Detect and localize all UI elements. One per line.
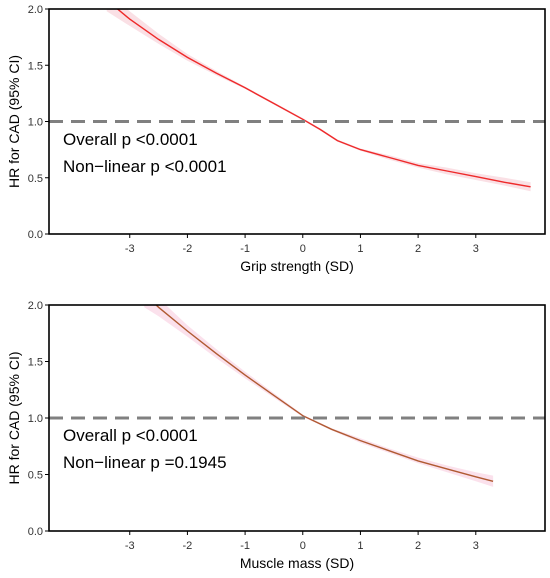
- x-tick-label: 2: [415, 243, 421, 255]
- annotation-text: Overall p <0.0001: [63, 426, 198, 445]
- x-tick-label: -1: [240, 540, 250, 552]
- chart-panel-2: 0.0 0.5 1.0 1.5 2.0 -3 -2 -1 0 1 2 3 Muscle mass (SD…: [6, 300, 546, 571]
- y-tick-label: 0.5: [28, 173, 43, 185]
- plot-area: [144, 305, 494, 487]
- annotation-text: Non−linear p =0.1945: [63, 453, 227, 472]
- x-tick-label: 2: [415, 540, 421, 552]
- hazard-ratio-curve: [116, 9, 531, 188]
- x-tick-label: 3: [473, 540, 479, 552]
- y-tick-label: 0.5: [28, 470, 43, 482]
- y-tick-label: 0.0: [28, 526, 43, 538]
- x-tick-label: 0: [300, 540, 306, 552]
- y-tick-label: 1.5: [28, 357, 43, 369]
- x-tick-label: -1: [240, 243, 250, 255]
- x-tick-label: 1: [357, 243, 363, 255]
- y-tick-label: 0.0: [28, 229, 43, 241]
- x-axis-title: Muscle mass (SD): [240, 555, 354, 571]
- y-axis-title: HR for CAD (95% CI): [6, 351, 22, 484]
- y-tick-label: 1.0: [28, 117, 43, 129]
- x-tick-label: 3: [473, 243, 479, 255]
- confidence-band: [144, 305, 494, 487]
- x-tick-label: -2: [183, 243, 193, 255]
- hazard-ratio-curve: [155, 305, 494, 482]
- annotation-text: Overall p <0.0001: [63, 130, 198, 149]
- y-tick-label: 2.0: [28, 4, 43, 16]
- y-axis-title: HR for CAD (95% CI): [6, 55, 22, 188]
- x-axis-title: Grip strength (SD): [240, 258, 354, 274]
- chart-panel-1: 0.0 0.5 1.0 1.5 2.0 -3 -2 -1 0 1 2 3 Grip strength (…: [6, 4, 546, 274]
- x-tick-label: -2: [183, 540, 193, 552]
- y-tick-label: 2.0: [28, 300, 43, 312]
- x-tick-label: -3: [125, 540, 135, 552]
- plot-area: [106, 9, 531, 192]
- annotation-text: Non−linear p <0.0001: [63, 157, 227, 176]
- y-tick-label: 1.5: [28, 60, 43, 72]
- x-tick-label: -3: [125, 243, 135, 255]
- x-tick-label: 0: [300, 243, 306, 255]
- y-tick-label: 1.0: [28, 413, 43, 425]
- confidence-band: [106, 9, 531, 192]
- x-tick-label: 1: [357, 540, 363, 552]
